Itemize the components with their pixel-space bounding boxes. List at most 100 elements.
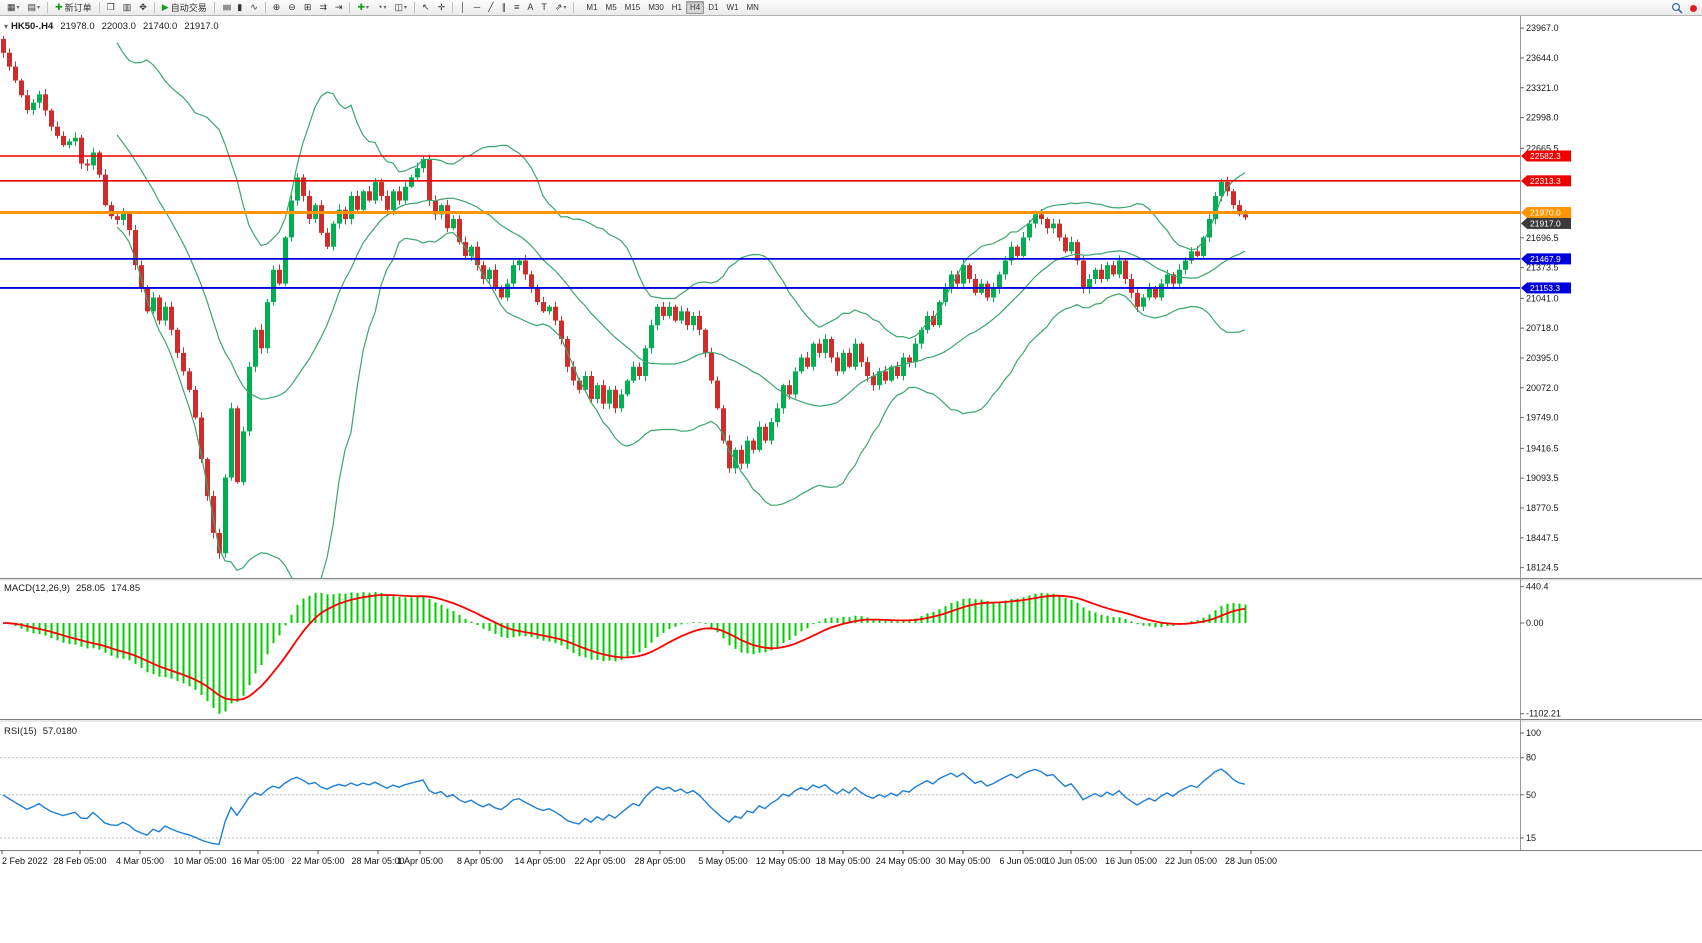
navigator-button[interactable]: ✥ bbox=[136, 1, 150, 14]
periods-button[interactable]: ◔ ▾ bbox=[374, 1, 389, 14]
auto-trading-icon: ▶ bbox=[161, 2, 169, 12]
svg-text:22582.3: 22582.3 bbox=[1530, 151, 1561, 161]
text-button[interactable]: A bbox=[524, 1, 536, 14]
candlestick-plot[interactable] bbox=[1, 35, 1248, 594]
bollinger-band-line bbox=[116, 42, 1246, 340]
timeframe-h4-button[interactable]: H4 bbox=[686, 1, 705, 14]
horizontal-line-button[interactable]: ─ bbox=[471, 1, 483, 14]
toolbar: ▦ ▾ ▤ ▾ ✚ 新订单 ❐ ▥ ✥ ▶ 自动交易 ≣ ▮ ∿ ⊕ ⊖ ⊞ ⇉ ⇥ ✚ ▾ ◔ ▾ ◫ ▾ ↖ ✛ │ ─ ╱ ∥ ≡ A T ⇗… bbox=[0, 0, 1702, 16]
chart-shift-button[interactable]: ⇥ bbox=[332, 1, 346, 14]
svg-text:22 Mar 05:00: 22 Mar 05:00 bbox=[291, 856, 344, 866]
new-chart-button[interactable]: ▦ ▾ bbox=[4, 1, 23, 14]
svg-text:12 May 05:00: 12 May 05:00 bbox=[756, 856, 811, 866]
search-icon[interactable] bbox=[1671, 2, 1683, 14]
arrows-button[interactable]: ⇗ ▾ bbox=[552, 1, 570, 14]
svg-text:50: 50 bbox=[1526, 790, 1536, 800]
tile-windows-button[interactable]: ⊞ bbox=[301, 1, 315, 14]
svg-text:10 Mar 05:00: 10 Mar 05:00 bbox=[173, 856, 226, 866]
svg-text:19416.5: 19416.5 bbox=[1526, 443, 1559, 453]
vertical-line-button[interactable]: │ bbox=[457, 1, 469, 14]
svg-text:28 Feb 05:00: 28 Feb 05:00 bbox=[53, 856, 106, 866]
timeframe-w1-button[interactable]: W1 bbox=[722, 1, 742, 14]
toolbar-separator bbox=[414, 2, 416, 13]
svg-text:15: 15 bbox=[1526, 833, 1536, 843]
zoom-out-button[interactable]: ⊖ bbox=[285, 1, 299, 14]
label-button[interactable]: T bbox=[538, 1, 550, 14]
bar-chart-type-button[interactable]: ≣ bbox=[219, 1, 233, 14]
chart-canvas[interactable]: 23967.0 23644.0 23321.0 22998.0 22665.5 21696… bbox=[0, 16, 1702, 943]
dropdown-arrow-icon: ▾ bbox=[366, 5, 370, 11]
crosshair-button[interactable]: ✛ bbox=[435, 1, 449, 14]
auto-scroll-icon: ⇉ bbox=[319, 2, 327, 12]
toolbar-separator bbox=[264, 2, 266, 13]
price-badge bbox=[1527, 150, 1571, 162]
toolbar-separator bbox=[98, 2, 100, 13]
chart-background bbox=[0, 16, 1702, 943]
dropdown-arrow-icon: ▾ bbox=[563, 5, 567, 11]
svg-text:28 Mar 05:00: 28 Mar 05:00 bbox=[351, 856, 404, 866]
crosshair-icon: ✛ bbox=[437, 2, 446, 12]
toolbar-separator bbox=[349, 2, 351, 13]
new-order-button[interactable]: ✚ 新订单 bbox=[52, 1, 95, 14]
line-chart-type-icon: ∿ bbox=[250, 2, 258, 12]
trendline-button[interactable]: ╱ bbox=[485, 1, 496, 14]
svg-text:10 Jun 05:00: 10 Jun 05:00 bbox=[1045, 856, 1097, 866]
cursor-button[interactable]: ↖ bbox=[419, 1, 433, 14]
line-chart-type-button[interactable]: ∿ bbox=[247, 1, 261, 14]
timeframe-m1-button[interactable]: M1 bbox=[582, 1, 601, 14]
dropdown-arrow-icon: ▾ bbox=[16, 5, 20, 11]
timeframe-m15-button[interactable]: M15 bbox=[621, 1, 645, 14]
svg-text:21153.3: 21153.3 bbox=[1530, 283, 1560, 293]
market-watch-button[interactable]: ▥ bbox=[120, 1, 135, 14]
toolbar-separator bbox=[213, 2, 215, 13]
zoom-in-icon: ⊕ bbox=[272, 2, 281, 12]
svg-text:4 Mar 05:00: 4 Mar 05:00 bbox=[116, 856, 164, 866]
dropdown-arrow-icon: ▾ bbox=[37, 5, 41, 11]
channel-button[interactable]: ∥ bbox=[499, 1, 510, 14]
navigator-icon: ✥ bbox=[139, 2, 147, 12]
channel-icon: ∥ bbox=[501, 2, 507, 12]
fibonacci-icon: ≡ bbox=[514, 2, 520, 12]
svg-text:440.4: 440.4 bbox=[1526, 582, 1549, 592]
templates-icon: ◫ bbox=[394, 2, 404, 12]
templates-button[interactable]: ◫ ▾ bbox=[392, 1, 411, 14]
charts-window-icon: ❐ bbox=[106, 2, 115, 12]
svg-text:23644.0: 23644.0 bbox=[1526, 53, 1559, 63]
svg-text:28 Jun 05:00: 28 Jun 05:00 bbox=[1225, 856, 1277, 866]
notification-badge[interactable] bbox=[1690, 4, 1697, 12]
auto-scroll-button[interactable]: ⇉ bbox=[316, 1, 330, 14]
chart-menu-icon[interactable]: ▾ bbox=[4, 22, 9, 31]
timeframe-m5-button[interactable]: M5 bbox=[602, 1, 621, 14]
fibonacci-button[interactable]: ≡ bbox=[511, 1, 522, 14]
bar-chart-type-icon: ≣ bbox=[220, 3, 231, 12]
auto-trading-button[interactable]: ▶ 自动交易 bbox=[159, 1, 210, 14]
market-watch-icon: ▥ bbox=[122, 2, 132, 12]
svg-text:22 Jun 05:00: 22 Jun 05:00 bbox=[1165, 856, 1217, 866]
macd-plot[interactable] bbox=[2, 592, 1247, 714]
svg-text:1 Apr 05:00: 1 Apr 05:00 bbox=[397, 856, 443, 866]
timeframe-d1-button[interactable]: D1 bbox=[704, 1, 722, 14]
candlestick-type-button[interactable]: ▮ bbox=[234, 1, 245, 14]
new-order-button-label: 新订单 bbox=[64, 3, 92, 13]
indicators-button[interactable]: ✚ ▾ bbox=[354, 1, 372, 14]
timeframe-h1-button[interactable]: H1 bbox=[668, 1, 686, 14]
svg-text:22 Apr 05:00: 22 Apr 05:00 bbox=[574, 856, 625, 866]
toolbar-separator bbox=[573, 2, 575, 13]
rsi-line[interactable] bbox=[2, 768, 1246, 846]
timeframe-mn-button[interactable]: MN bbox=[742, 1, 762, 14]
svg-text:19749.0: 19749.0 bbox=[1526, 413, 1559, 423]
candlestick-type-icon: ▮ bbox=[237, 2, 243, 12]
svg-text:16 Mar 05:00: 16 Mar 05:00 bbox=[231, 856, 284, 866]
profiles-button[interactable]: ▤ ▾ bbox=[25, 1, 44, 14]
timeframe-m30-button[interactable]: M30 bbox=[644, 1, 668, 14]
svg-text:22998.0: 22998.0 bbox=[1526, 113, 1559, 123]
toolbar-separator bbox=[47, 2, 49, 13]
time-axis[interactable]: 2 Feb 2022 28 Feb 05:00 4 Mar 05:00 10 Mar … bbox=[1, 850, 1277, 866]
label-icon: T bbox=[541, 2, 547, 12]
price-axis[interactable]: 23967.0 23644.0 23321.0 22998.0 22665.5 21696… bbox=[1520, 23, 1571, 843]
svg-text:22313.3: 22313.3 bbox=[1530, 176, 1561, 186]
zoom-in-button[interactable]: ⊕ bbox=[270, 1, 284, 14]
charts-window-button[interactable]: ❐ bbox=[104, 1, 118, 14]
price-badge bbox=[1527, 217, 1571, 229]
toolbar-separator bbox=[153, 2, 155, 13]
